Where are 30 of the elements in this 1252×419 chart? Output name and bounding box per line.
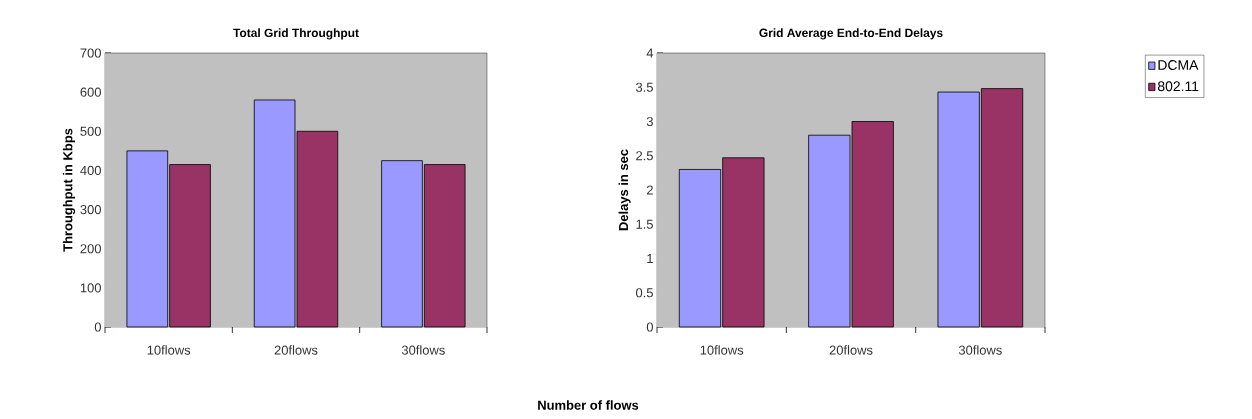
y-tick-label: 2 [646, 185, 653, 195]
x-tick-label: 20flows [829, 345, 873, 355]
y-tick-label: 0 [646, 322, 653, 332]
chart-title: Total Grid Throughput [233, 28, 359, 40]
x-tick-label: 20flows [274, 345, 318, 355]
x-tick-label: 10flows [700, 345, 744, 355]
y-tick-label: 0 [94, 322, 101, 332]
y-tick-label: 500 [80, 126, 101, 136]
y-tick-label: 4 [646, 48, 654, 58]
y-tick-label: 400 [80, 165, 101, 176]
x-axis-title: Number of flows [538, 400, 639, 410]
y-tick-label: 3 [646, 116, 653, 127]
legend-label: 802.11 [1157, 81, 1199, 92]
y-tick-label: 700 [80, 48, 101, 58]
y-tick-label: 3.5 [635, 82, 653, 92]
y-tick-label: 200 [80, 244, 101, 254]
chart-title: Grid Average End-to-End Delays [759, 28, 943, 40]
y-tick-label: 600 [80, 87, 101, 97]
y-tick-label: 2.5 [636, 151, 653, 161]
legend-label: DCMA [1158, 60, 1199, 70]
y-tick-label: 1.5 [636, 219, 653, 229]
y-tick-label: 300 [80, 204, 101, 215]
y-tick-label: 100 [80, 283, 101, 293]
x-tick-label: 10flows [147, 345, 191, 355]
x-tick-label: 30flows [401, 345, 445, 355]
x-tick-label: 30flows [958, 345, 1002, 355]
y-axis-title: Throughput in Kbps [62, 128, 76, 252]
y-tick-label: 1 [647, 254, 653, 263]
y-tick-label: 0.5 [635, 288, 653, 298]
y-axis-title: Delays in sec [618, 149, 631, 231]
